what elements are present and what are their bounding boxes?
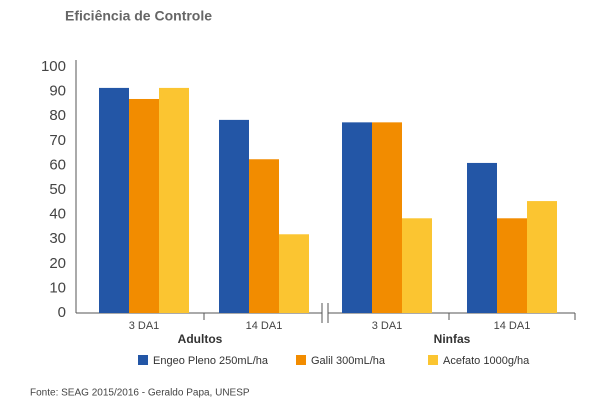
y-tick-label: 20 <box>49 255 66 272</box>
bar <box>129 98 159 313</box>
legend-swatch <box>138 355 148 365</box>
y-tick-label: 50 <box>49 181 66 198</box>
group-label: Adultos <box>178 332 223 346</box>
bar <box>467 162 497 313</box>
legend-swatch <box>428 355 438 365</box>
y-tick-label: 70 <box>49 132 66 149</box>
legend-label: Engeo Pleno 250mL/ha <box>153 355 269 367</box>
y-tick-label: 80 <box>49 107 66 124</box>
x-tick-label: 14 DA1 <box>246 320 283 332</box>
source-note: Fonte: SEAG 2015/2016 - Geraldo Papa, UN… <box>30 388 250 399</box>
legend-swatch <box>296 355 306 365</box>
bar <box>99 87 129 313</box>
bar <box>527 201 557 313</box>
y-tick-label: 0 <box>58 304 66 321</box>
bar <box>497 218 527 313</box>
group-label: Ninfas <box>434 332 471 346</box>
y-tick-label: 40 <box>49 206 66 223</box>
legend-label: Galil 300mL/ha <box>311 355 386 367</box>
y-tick-label: 60 <box>49 156 66 173</box>
x-tick-label: 3 DA1 <box>129 320 160 332</box>
bar <box>249 159 279 313</box>
y-tick-label: 100 <box>41 58 66 75</box>
x-tick-label: 3 DA1 <box>372 320 403 332</box>
bar <box>279 234 309 313</box>
y-tick-label: 10 <box>49 279 66 296</box>
bar <box>219 119 249 313</box>
chart-title: Eficiência de Controle <box>65 8 212 24</box>
legend-label: Acefato 1000g/ha <box>443 355 530 367</box>
bar <box>402 218 432 313</box>
y-tick-label: 30 <box>49 230 66 247</box>
bar <box>159 87 189 313</box>
bar <box>372 122 402 313</box>
x-tick-label: 14 DA1 <box>494 320 531 332</box>
bar <box>342 122 372 313</box>
y-tick-label: 90 <box>49 83 66 100</box>
